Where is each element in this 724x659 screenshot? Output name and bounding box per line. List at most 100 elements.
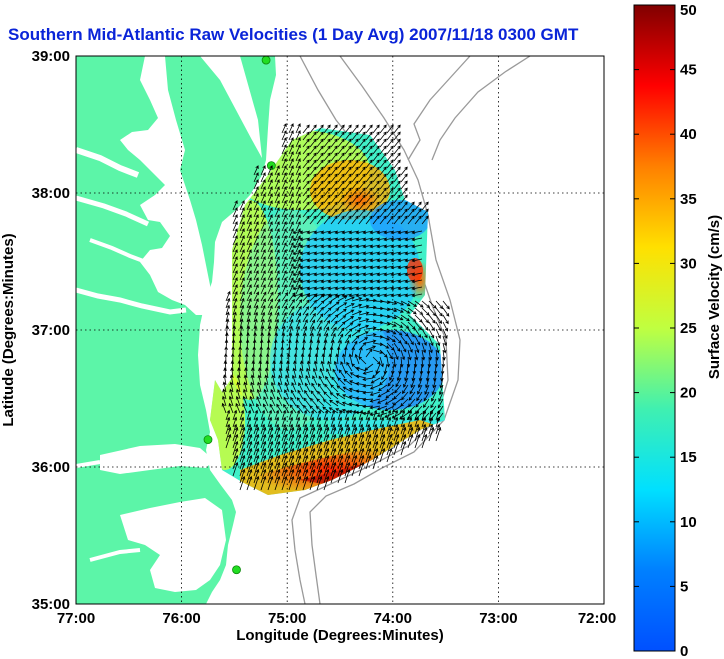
velocity-arrow [330,468,337,484]
velocity-arrow [351,180,359,190]
velocity-arrow [365,345,377,351]
velocity-arrow [260,221,266,232]
velocity-arrow [316,416,322,428]
velocity-arrow [354,353,360,365]
velocity-arrow [253,277,259,288]
velocity-arrow [327,286,339,291]
velocity-arrow [393,131,401,141]
velocity-arrow [313,230,325,235]
velocity-arrow [323,461,330,477]
velocity-arrow [330,333,336,344]
velocity-arrow [435,328,441,339]
velocity-arrow [337,433,344,449]
velocity-arrow [407,342,413,353]
velocity-arrow [267,172,273,183]
velocity-arrow [274,409,280,421]
velocity-arrow [435,314,443,325]
velocity-arrow [355,272,367,277]
velocity-arrow [288,151,294,162]
velocity-arrow [377,391,388,398]
velocity-arrow [316,461,323,477]
velocity-arrow [389,370,395,381]
velocity-arrow [386,440,393,456]
velocity-arrow [295,214,301,225]
velocity-arrow [239,221,245,232]
velocity-arrow [379,180,387,190]
velocity-arrow [320,279,332,284]
velocity-arrow [295,305,302,316]
velocity-arrow [239,214,245,225]
velocity-arrow [351,416,357,428]
velocity-arrow [385,391,395,399]
velocity-arrow [295,137,301,148]
velocity-arrow [309,194,317,204]
velocity-arrow [239,235,245,246]
velocity-arrow [285,367,290,379]
velocity-arrow [369,398,381,403]
velocity-arrow [351,131,359,141]
velocity-arrow [337,194,345,204]
velocity-arrow [225,433,232,449]
velocity-arrow [232,447,239,463]
velocity-arrow [341,244,353,249]
velocity-arrow [337,426,344,442]
velocity-arrow [400,426,407,442]
velocity-arrow [337,333,344,344]
velocity-arrow [276,396,283,407]
velocity-arrow [274,207,280,218]
velocity-arrow [292,272,304,277]
velocity-arrow [225,426,232,442]
velocity-arrow [330,307,340,316]
velocity-arrow [358,138,366,148]
velocity-arrow [288,256,294,267]
velocity-arrow [316,187,324,197]
velocity-arrow [288,137,294,148]
station-markers [203,56,276,575]
velocity-arrow [330,180,338,190]
velocity-arrow [379,409,385,421]
velocity-arrow [302,208,310,218]
velocity-arrow [281,475,288,491]
velocity-arrow [379,416,385,428]
velocity-arrow [330,159,338,169]
velocity-arrow [372,416,378,428]
velocity-arrow [260,284,266,295]
velocity-arrow [407,201,415,211]
velocity-arrow [309,293,318,302]
velocity-arrow [281,193,287,204]
velocity-arrow [267,311,273,323]
velocity-arrow [302,447,309,463]
velocity-arrow [309,299,318,309]
velocity-arrow [311,382,318,393]
velocity-arrow [295,207,301,218]
velocity-arrow [288,440,295,456]
velocity-arrow [365,447,372,463]
velocity-arrow [239,433,246,449]
velocity-arrow [355,279,367,284]
velocity-arrow [260,291,267,302]
velocity-arrow [365,138,373,148]
velocity-arrow [330,433,337,449]
velocity-arrow [337,315,347,323]
velocity-arrow [427,356,432,368]
velocity-arrow [277,389,283,400]
velocity-arrow [274,235,280,246]
velocity-arrow [239,263,245,274]
velocity-arrow [237,367,241,379]
velocity-arrow [337,145,345,155]
velocity-arrow [274,291,281,302]
velocity-arrow [309,208,317,218]
velocity-arrow [337,409,343,421]
velocity-arrow [239,277,245,288]
velocity-arrow [246,475,253,491]
velocity-arrow [421,409,427,421]
velocity-arrow [365,440,372,456]
velocity-arrow [404,258,416,263]
velocity-arrow [306,286,318,291]
velocity-arrow [372,159,380,169]
velocity-arrow [407,426,414,442]
velocity-arrow [430,398,437,409]
velocity-arrow [295,193,301,204]
velocity-arrow [295,263,301,274]
velocity-arrow [344,215,352,225]
